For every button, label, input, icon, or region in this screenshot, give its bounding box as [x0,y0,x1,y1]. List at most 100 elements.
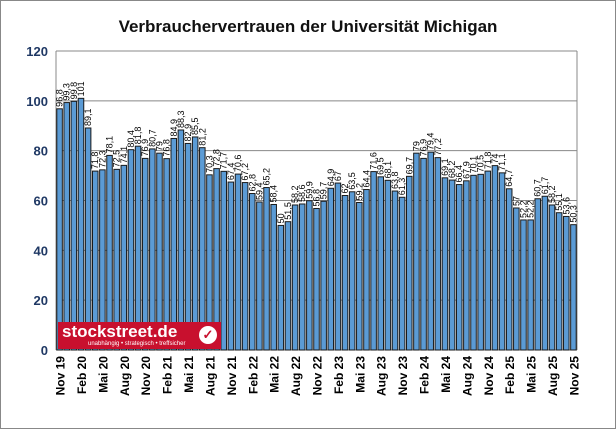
bar [291,204,299,351]
x-tick-label: Mai 23 [353,356,367,393]
bar [256,201,263,351]
x-tick-label: Nov 23 [396,356,410,396]
data-label: 76,8 [162,139,172,157]
data-label: 58,2 [290,185,300,203]
data-label: 80,7 [147,129,157,147]
bar [206,174,213,351]
bar [248,193,256,351]
bar [191,136,199,351]
data-label: 59,2 [354,183,364,201]
bar [341,195,349,351]
data-label: 71,6 [369,152,379,170]
data-label: 65,2 [262,168,272,186]
data-label: 68,2 [447,161,457,179]
y-tick-label: 80 [34,144,48,159]
bar [241,182,249,351]
x-tick-label: Nov 22 [311,356,325,396]
data-label: 68,1 [383,161,393,179]
bar [84,127,92,351]
bar [477,173,484,351]
data-label: 53,6 [561,197,571,215]
bar [127,149,135,351]
data-label: 69,1 [440,158,450,176]
data-label: 72,8 [212,149,222,167]
data-label: 50,3 [568,205,578,223]
data-label: 62 [340,184,350,194]
bar [106,154,113,351]
bar [63,102,70,351]
logo-name: stockstreet.de [62,322,178,341]
data-label: 71,8 [483,152,493,170]
chart-title: Verbrauchervertrauen der Universität Mic… [118,17,498,36]
data-label: 81,8 [133,127,143,145]
data-label: 58,2 [547,185,557,203]
x-tick-label: Nov 20 [139,356,153,396]
bar [391,190,399,351]
data-label: 76,9 [419,139,429,157]
data-label: 78,1 [105,136,115,154]
data-label: 70,1 [469,156,479,174]
data-label: 58,6 [297,184,307,202]
checkmark-icon: ✓ [199,326,217,344]
bar [434,157,442,351]
data-label: 99,3 [62,83,72,101]
data-label: 67 [333,171,343,181]
x-tick-label: Nov 25 [567,356,581,396]
bar [156,152,163,351]
bar [555,212,563,351]
data-label: 74,1 [119,146,129,164]
data-label: 62,8 [247,174,257,192]
bar [284,221,292,351]
x-tick-label: Aug 24 [460,356,474,396]
data-label: 84,9 [169,119,179,137]
bar [263,187,270,351]
data-label: 60,7 [533,179,543,197]
x-tick-label: Mai 20 [96,356,110,393]
bar [370,171,377,351]
y-tick-label: 40 [34,243,48,258]
data-label: 67,9 [461,161,471,179]
bar [213,168,220,351]
x-tick-label: Feb 24 [418,356,432,394]
x-tick-label: Feb 21 [161,356,175,394]
bar [377,176,385,351]
bar [277,224,285,351]
data-label: 64,9 [326,169,336,187]
y-tick-label: 0 [41,343,48,358]
bar [527,219,534,351]
bar [398,196,406,351]
data-label: 99,8 [69,82,79,100]
data-label: 61,7 [540,177,550,195]
x-tick-label: Aug 25 [546,356,560,396]
data-label: 52,2 [518,200,528,218]
bar [306,200,313,351]
bar [548,204,556,351]
x-tick-label: Mai 21 [182,356,196,393]
bar [313,207,320,351]
bar [534,198,542,351]
y-tick-label: 60 [34,194,48,209]
x-tick-label: Feb 23 [332,356,346,394]
bar [420,157,427,351]
bar [363,189,370,351]
bar [384,179,392,351]
data-label: 58,4 [269,185,279,203]
bar [184,142,192,351]
data-label: 69,7 [404,157,414,175]
bar [484,170,492,351]
bar [70,100,78,351]
data-label: 81,2 [197,128,207,146]
data-label: 77,2 [433,138,443,156]
x-tick-label: Feb 20 [75,356,89,394]
data-label: 64,4 [361,170,371,188]
data-label: 82,9 [183,124,193,142]
logo-tagline: unabhängig • strategisch • treffsicher [88,341,186,347]
bar [470,174,477,351]
bar [406,175,413,351]
bar [163,158,170,351]
bar [541,195,549,351]
bar [570,224,577,351]
data-label: 71,1 [497,153,507,171]
bar [113,168,120,351]
